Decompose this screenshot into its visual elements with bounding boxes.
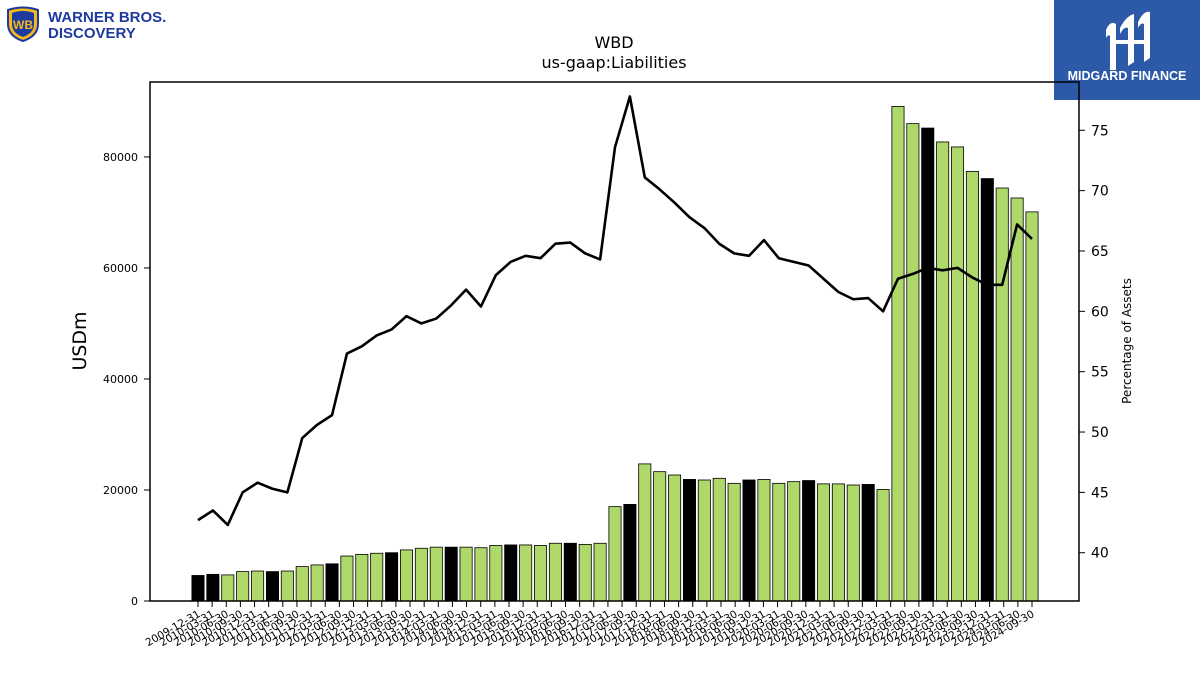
bar [414, 547, 428, 602]
bar [534, 545, 548, 602]
bar [921, 127, 935, 602]
bar [280, 570, 294, 602]
percentage-line [197, 95, 1033, 527]
bar [653, 471, 667, 602]
bar [697, 479, 711, 602]
bar [936, 141, 950, 602]
bar [355, 553, 369, 602]
bar [325, 563, 339, 602]
bar [548, 542, 562, 602]
bar [608, 506, 622, 602]
y-axis-label: USDm [69, 311, 91, 370]
bar [221, 574, 235, 602]
midgard-emblem-icon [1106, 11, 1150, 70]
percentage-line-series [197, 95, 1033, 527]
bar [310, 564, 324, 602]
bar [265, 571, 279, 602]
bar [385, 552, 399, 602]
warner-bros-discovery-logo: WB WARNER BROS. DISCOVERY [7, 6, 166, 42]
bar [757, 479, 771, 602]
bar [191, 575, 205, 602]
bar [772, 482, 786, 602]
bar [846, 484, 860, 602]
bar [429, 546, 443, 602]
y-right-tick-label: 65 [1091, 244, 1109, 260]
y-right-tick-label: 75 [1091, 123, 1109, 139]
right-axis-ticks: 40 45 50 55 60 65 70 75 [1079, 123, 1109, 562]
bar [459, 546, 473, 602]
bar [980, 178, 994, 602]
bar [519, 544, 533, 602]
chart-title: WBD [594, 33, 633, 52]
bar [712, 477, 726, 602]
bar [951, 146, 965, 602]
bar-series [191, 106, 1039, 602]
bar [995, 187, 1009, 602]
y-axis-right-label: Percentage of Assets [1120, 278, 1134, 404]
y-right-tick-label: 40 [1091, 546, 1109, 562]
y-right-tick-label: 55 [1091, 365, 1109, 381]
bar [831, 483, 845, 602]
bar [206, 573, 220, 602]
bar [370, 552, 384, 602]
bar [623, 504, 637, 602]
bar [593, 542, 607, 602]
bar [489, 545, 503, 602]
y-tick-label: 0 [131, 595, 138, 608]
x-axis-ticks: 2009-12-312010-03-312010-06-302010-09-30… [144, 601, 1037, 649]
chart-subtitle: us-gaap:Liabilities [541, 53, 686, 72]
bar [563, 542, 577, 602]
bar [787, 481, 801, 602]
bar [474, 547, 488, 602]
bar [802, 480, 816, 602]
bar [891, 106, 905, 602]
bar [816, 483, 831, 602]
bar [578, 543, 592, 602]
bar [1010, 197, 1024, 602]
bar [236, 571, 250, 602]
y-tick-label: 40000 [103, 373, 138, 386]
bar [682, 479, 696, 602]
y-tick-label: 20000 [103, 484, 138, 497]
wb-shield-inner-icon [12, 11, 34, 37]
bar [906, 123, 920, 602]
bar [295, 566, 309, 602]
wb-shield-letters: WB [13, 18, 33, 32]
y-right-tick-label: 60 [1091, 304, 1109, 320]
company-logo-line2: DISCOVERY [48, 25, 136, 42]
bar [727, 482, 741, 602]
plot-frame [149, 81, 1080, 602]
left-axis-ticks: 0 20000 40000 60000 80000 [103, 151, 150, 608]
y-tick-label: 60000 [103, 262, 138, 275]
bar [251, 570, 265, 602]
bar [638, 463, 652, 602]
y-right-tick-label: 45 [1091, 485, 1109, 501]
y-right-tick-label: 50 [1091, 425, 1109, 441]
bar [399, 549, 414, 602]
company-logo-line1: WARNER BROS. [48, 9, 166, 26]
bar [668, 474, 682, 602]
bar [861, 484, 875, 602]
bar [876, 489, 890, 602]
bar [504, 544, 518, 602]
bar [444, 546, 458, 602]
y-tick-label: 80000 [103, 151, 138, 164]
bar [965, 170, 979, 602]
bar [1025, 211, 1039, 602]
bar [340, 555, 354, 602]
partner-logo-text: MIDGARD FINANCE [1068, 69, 1187, 83]
bar [742, 479, 756, 602]
y-right-tick-label: 70 [1091, 184, 1109, 200]
